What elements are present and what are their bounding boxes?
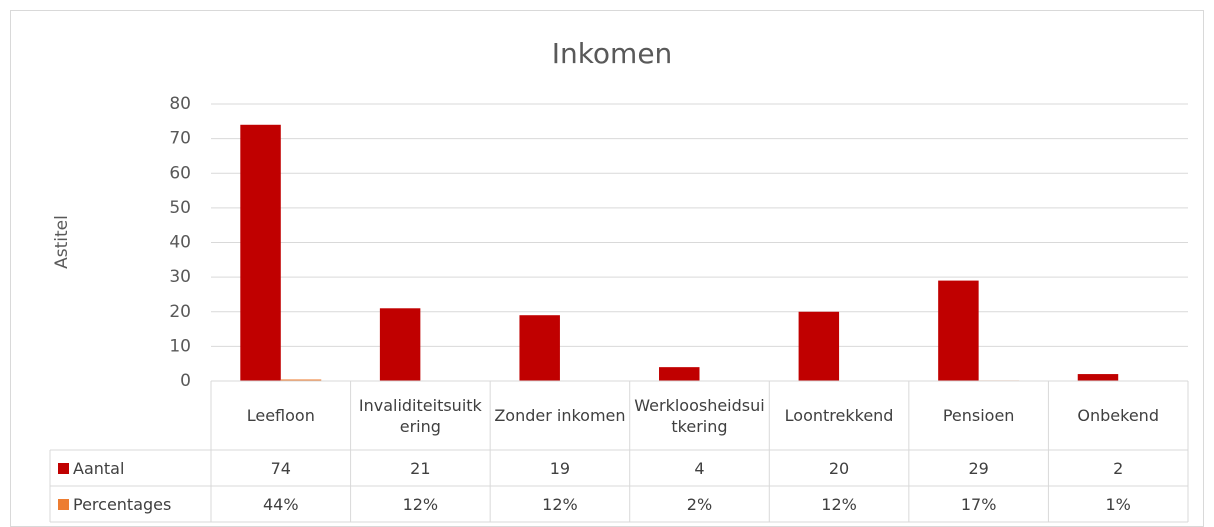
y-tick-label: 10 xyxy=(169,336,191,356)
bar xyxy=(240,124,281,382)
table-value: 4 xyxy=(694,458,705,478)
bar xyxy=(379,308,421,381)
table-value: 29 xyxy=(968,458,989,478)
table-value: 2 xyxy=(1113,458,1124,478)
chart-title: Inkomen xyxy=(552,37,673,70)
legend-key xyxy=(58,498,69,510)
table-value: 44% xyxy=(263,494,299,514)
y-tick-label: 70 xyxy=(169,129,191,149)
table-value: 2% xyxy=(686,494,713,514)
legend-label: Percentages xyxy=(73,494,172,514)
x-tick-label: Pensioen xyxy=(942,406,1015,425)
y-tick-label: 0 xyxy=(180,371,191,391)
y-tick-label: 80 xyxy=(169,94,191,114)
y-axis-label: Astitel xyxy=(52,215,72,269)
table-value: 17% xyxy=(960,494,997,514)
bar xyxy=(938,280,979,381)
bar xyxy=(659,367,700,381)
table-value: 74 xyxy=(270,458,291,478)
table-value: 20 xyxy=(828,458,850,478)
table-value: 12% xyxy=(821,494,857,514)
table-value: 12% xyxy=(402,494,439,514)
bar xyxy=(519,315,560,381)
x-tick-label: Werkloosheidsuitkering xyxy=(634,395,765,436)
x-tick-label: Leefloon xyxy=(246,406,315,425)
y-tick-label: 20 xyxy=(169,302,191,322)
legend-label: Aantal xyxy=(73,458,125,478)
x-tick-label: Onbekend xyxy=(1077,406,1159,425)
table-value: 1% xyxy=(1105,494,1131,514)
bar xyxy=(280,379,322,381)
y-tick-label: 40 xyxy=(169,233,191,253)
x-tick-label: Zonder inkomen xyxy=(494,406,626,425)
y-tick-label: 60 xyxy=(169,163,191,183)
x-tick-label: Loontrekkend xyxy=(784,406,894,425)
legend-entry: Aantal xyxy=(50,450,211,486)
x-tick-label: Invaliditeitsuitkering xyxy=(358,395,482,436)
y-tick-label: 30 xyxy=(169,267,191,287)
bar xyxy=(1077,374,1119,381)
legend-key xyxy=(58,462,69,474)
legend-entry: Percentages xyxy=(50,486,211,522)
table-value: 21 xyxy=(410,458,431,478)
table-value: 19 xyxy=(549,458,571,478)
table-value: 12% xyxy=(542,494,578,514)
y-tick-label: 50 xyxy=(169,198,191,218)
bar xyxy=(798,311,840,381)
